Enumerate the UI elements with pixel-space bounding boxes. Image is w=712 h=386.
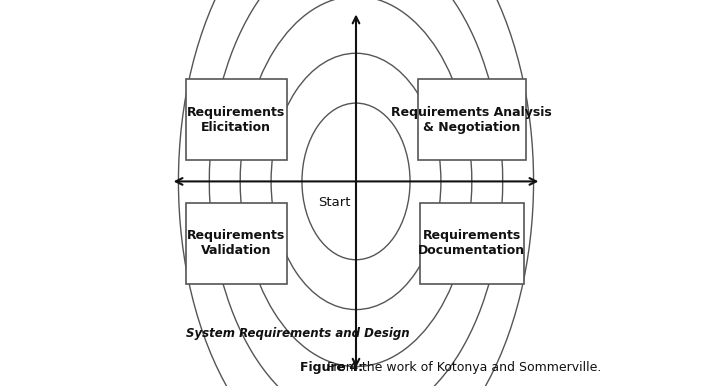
FancyBboxPatch shape	[419, 203, 524, 284]
Text: Requirements
Validation: Requirements Validation	[187, 229, 286, 257]
Text: Requirements
Documentation: Requirements Documentation	[418, 229, 525, 257]
FancyBboxPatch shape	[418, 79, 526, 160]
Text: From the work of Kotonya and Sommerville.: From the work of Kotonya and Sommerville…	[323, 361, 602, 374]
Text: System Requirements and Design: System Requirements and Design	[186, 327, 410, 340]
FancyBboxPatch shape	[186, 203, 286, 284]
Text: Requirements
Elicitation: Requirements Elicitation	[187, 106, 286, 134]
Text: Start: Start	[318, 196, 351, 209]
Text: Requirements Analysis
& Negotiation: Requirements Analysis & Negotiation	[392, 106, 553, 134]
Text: Figure 4:: Figure 4:	[300, 361, 363, 374]
FancyBboxPatch shape	[186, 79, 286, 160]
